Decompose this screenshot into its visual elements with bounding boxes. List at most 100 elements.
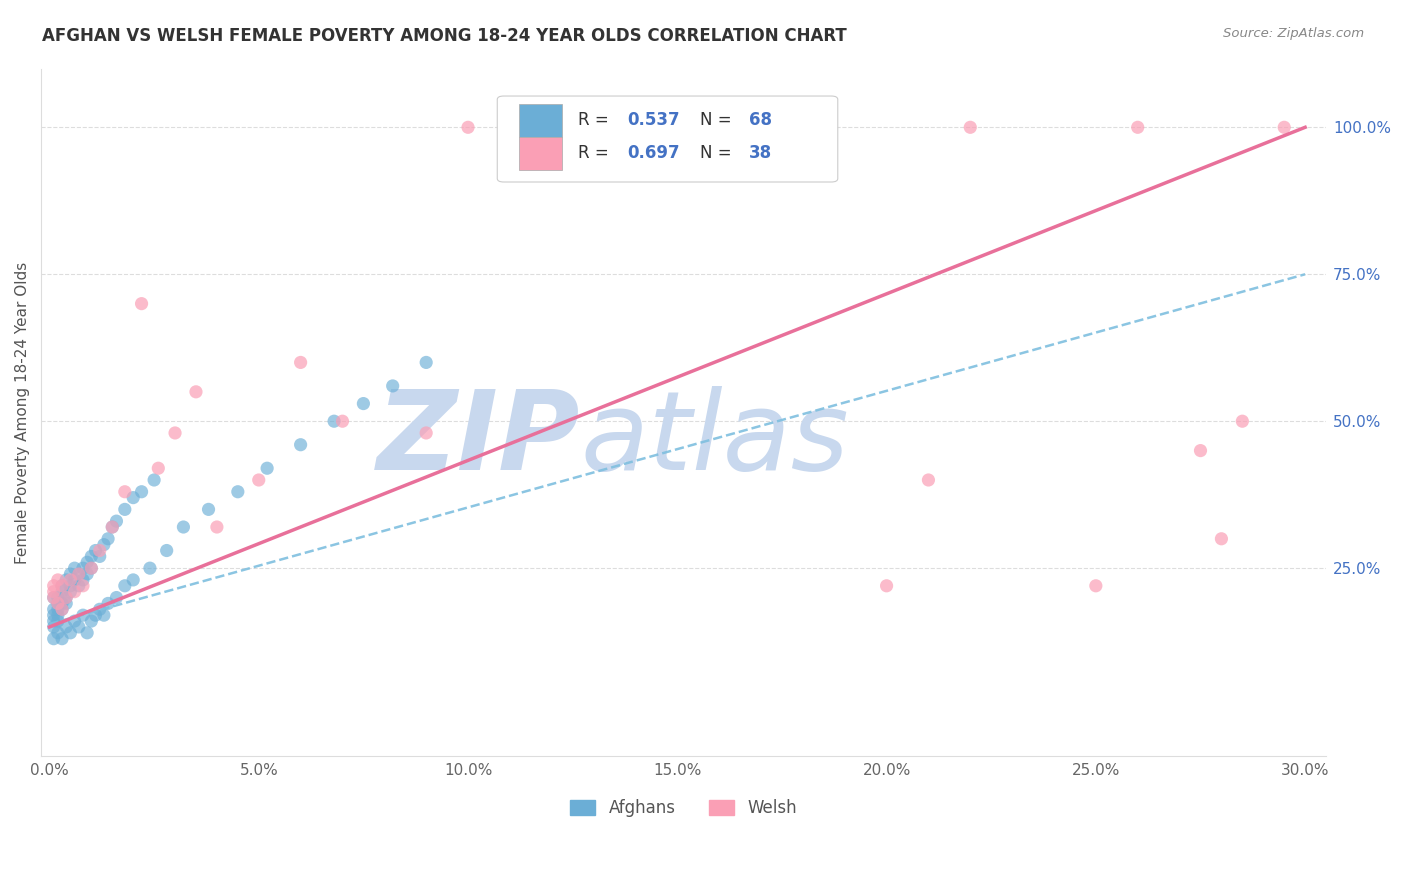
Text: N =: N = <box>700 145 737 162</box>
Point <box>184 384 207 399</box>
Point <box>332 414 354 428</box>
Point <box>1189 443 1212 458</box>
Point <box>89 549 111 564</box>
Point <box>42 608 65 623</box>
Text: R =: R = <box>578 112 614 129</box>
Point <box>63 614 86 628</box>
Point <box>93 538 115 552</box>
Text: 68: 68 <box>749 112 772 129</box>
Point <box>1126 120 1149 135</box>
Point <box>51 584 73 599</box>
Point <box>42 591 65 605</box>
Point <box>55 596 77 610</box>
Point <box>139 561 162 575</box>
Point <box>148 461 170 475</box>
Point <box>105 591 128 605</box>
Point <box>205 520 228 534</box>
Point <box>42 620 65 634</box>
Point <box>876 579 898 593</box>
Point <box>46 591 69 605</box>
Point <box>42 602 65 616</box>
Text: N =: N = <box>700 112 737 129</box>
Point <box>80 561 103 575</box>
Legend: Afghans, Welsh: Afghans, Welsh <box>564 792 804 823</box>
Point <box>415 355 437 369</box>
Point <box>959 120 981 135</box>
Point <box>51 579 73 593</box>
Text: R =: R = <box>578 145 614 162</box>
Point <box>1211 532 1233 546</box>
Point <box>352 396 374 410</box>
Point <box>67 567 90 582</box>
Point <box>67 620 90 634</box>
Point <box>63 561 86 575</box>
Point <box>46 573 69 587</box>
Point <box>84 543 107 558</box>
FancyBboxPatch shape <box>519 136 561 169</box>
Point <box>42 632 65 646</box>
Point <box>114 484 136 499</box>
Point <box>59 573 82 587</box>
Point <box>55 620 77 634</box>
Point <box>46 614 69 628</box>
Y-axis label: Female Poverty Among 18-24 Year Olds: Female Poverty Among 18-24 Year Olds <box>15 261 30 564</box>
Point <box>197 502 219 516</box>
Point <box>84 608 107 623</box>
Point <box>80 549 103 564</box>
Point <box>457 120 479 135</box>
Text: 38: 38 <box>749 145 772 162</box>
Point <box>80 614 103 628</box>
Point <box>89 543 111 558</box>
Point <box>1272 120 1295 135</box>
Point <box>917 473 939 487</box>
Text: AFGHAN VS WELSH FEMALE POVERTY AMONG 18-24 YEAR OLDS CORRELATION CHART: AFGHAN VS WELSH FEMALE POVERTY AMONG 18-… <box>42 27 846 45</box>
Point <box>42 614 65 628</box>
Point <box>72 561 94 575</box>
Point <box>93 608 115 623</box>
Point <box>101 520 124 534</box>
Point <box>114 502 136 516</box>
Point <box>46 596 69 610</box>
Point <box>415 425 437 440</box>
Point <box>101 520 124 534</box>
Point <box>51 602 73 616</box>
Point <box>1232 414 1254 428</box>
Point <box>247 473 270 487</box>
Point <box>46 596 69 610</box>
Point <box>59 625 82 640</box>
Point <box>59 584 82 599</box>
Point <box>46 625 69 640</box>
Point <box>582 120 605 135</box>
Point <box>323 414 346 428</box>
Point <box>42 584 65 599</box>
Text: atlas: atlas <box>581 386 849 493</box>
Point <box>131 484 153 499</box>
Point <box>1084 579 1107 593</box>
Point <box>72 573 94 587</box>
Point <box>156 543 179 558</box>
Point <box>749 120 772 135</box>
Point <box>46 602 69 616</box>
Point <box>51 602 73 616</box>
Point <box>67 567 90 582</box>
FancyBboxPatch shape <box>498 96 838 182</box>
Text: 0.697: 0.697 <box>627 145 679 162</box>
Point <box>42 579 65 593</box>
Point <box>63 584 86 599</box>
Point <box>666 120 689 135</box>
Point <box>55 573 77 587</box>
Point <box>80 561 103 575</box>
Point <box>59 579 82 593</box>
Point <box>97 596 120 610</box>
Point <box>76 567 98 582</box>
Point <box>63 573 86 587</box>
Point <box>51 596 73 610</box>
Point <box>131 296 153 310</box>
Point <box>256 461 278 475</box>
FancyBboxPatch shape <box>519 103 561 136</box>
Point <box>97 532 120 546</box>
Point <box>381 379 404 393</box>
Point <box>226 484 249 499</box>
Point <box>72 608 94 623</box>
Point <box>89 602 111 616</box>
